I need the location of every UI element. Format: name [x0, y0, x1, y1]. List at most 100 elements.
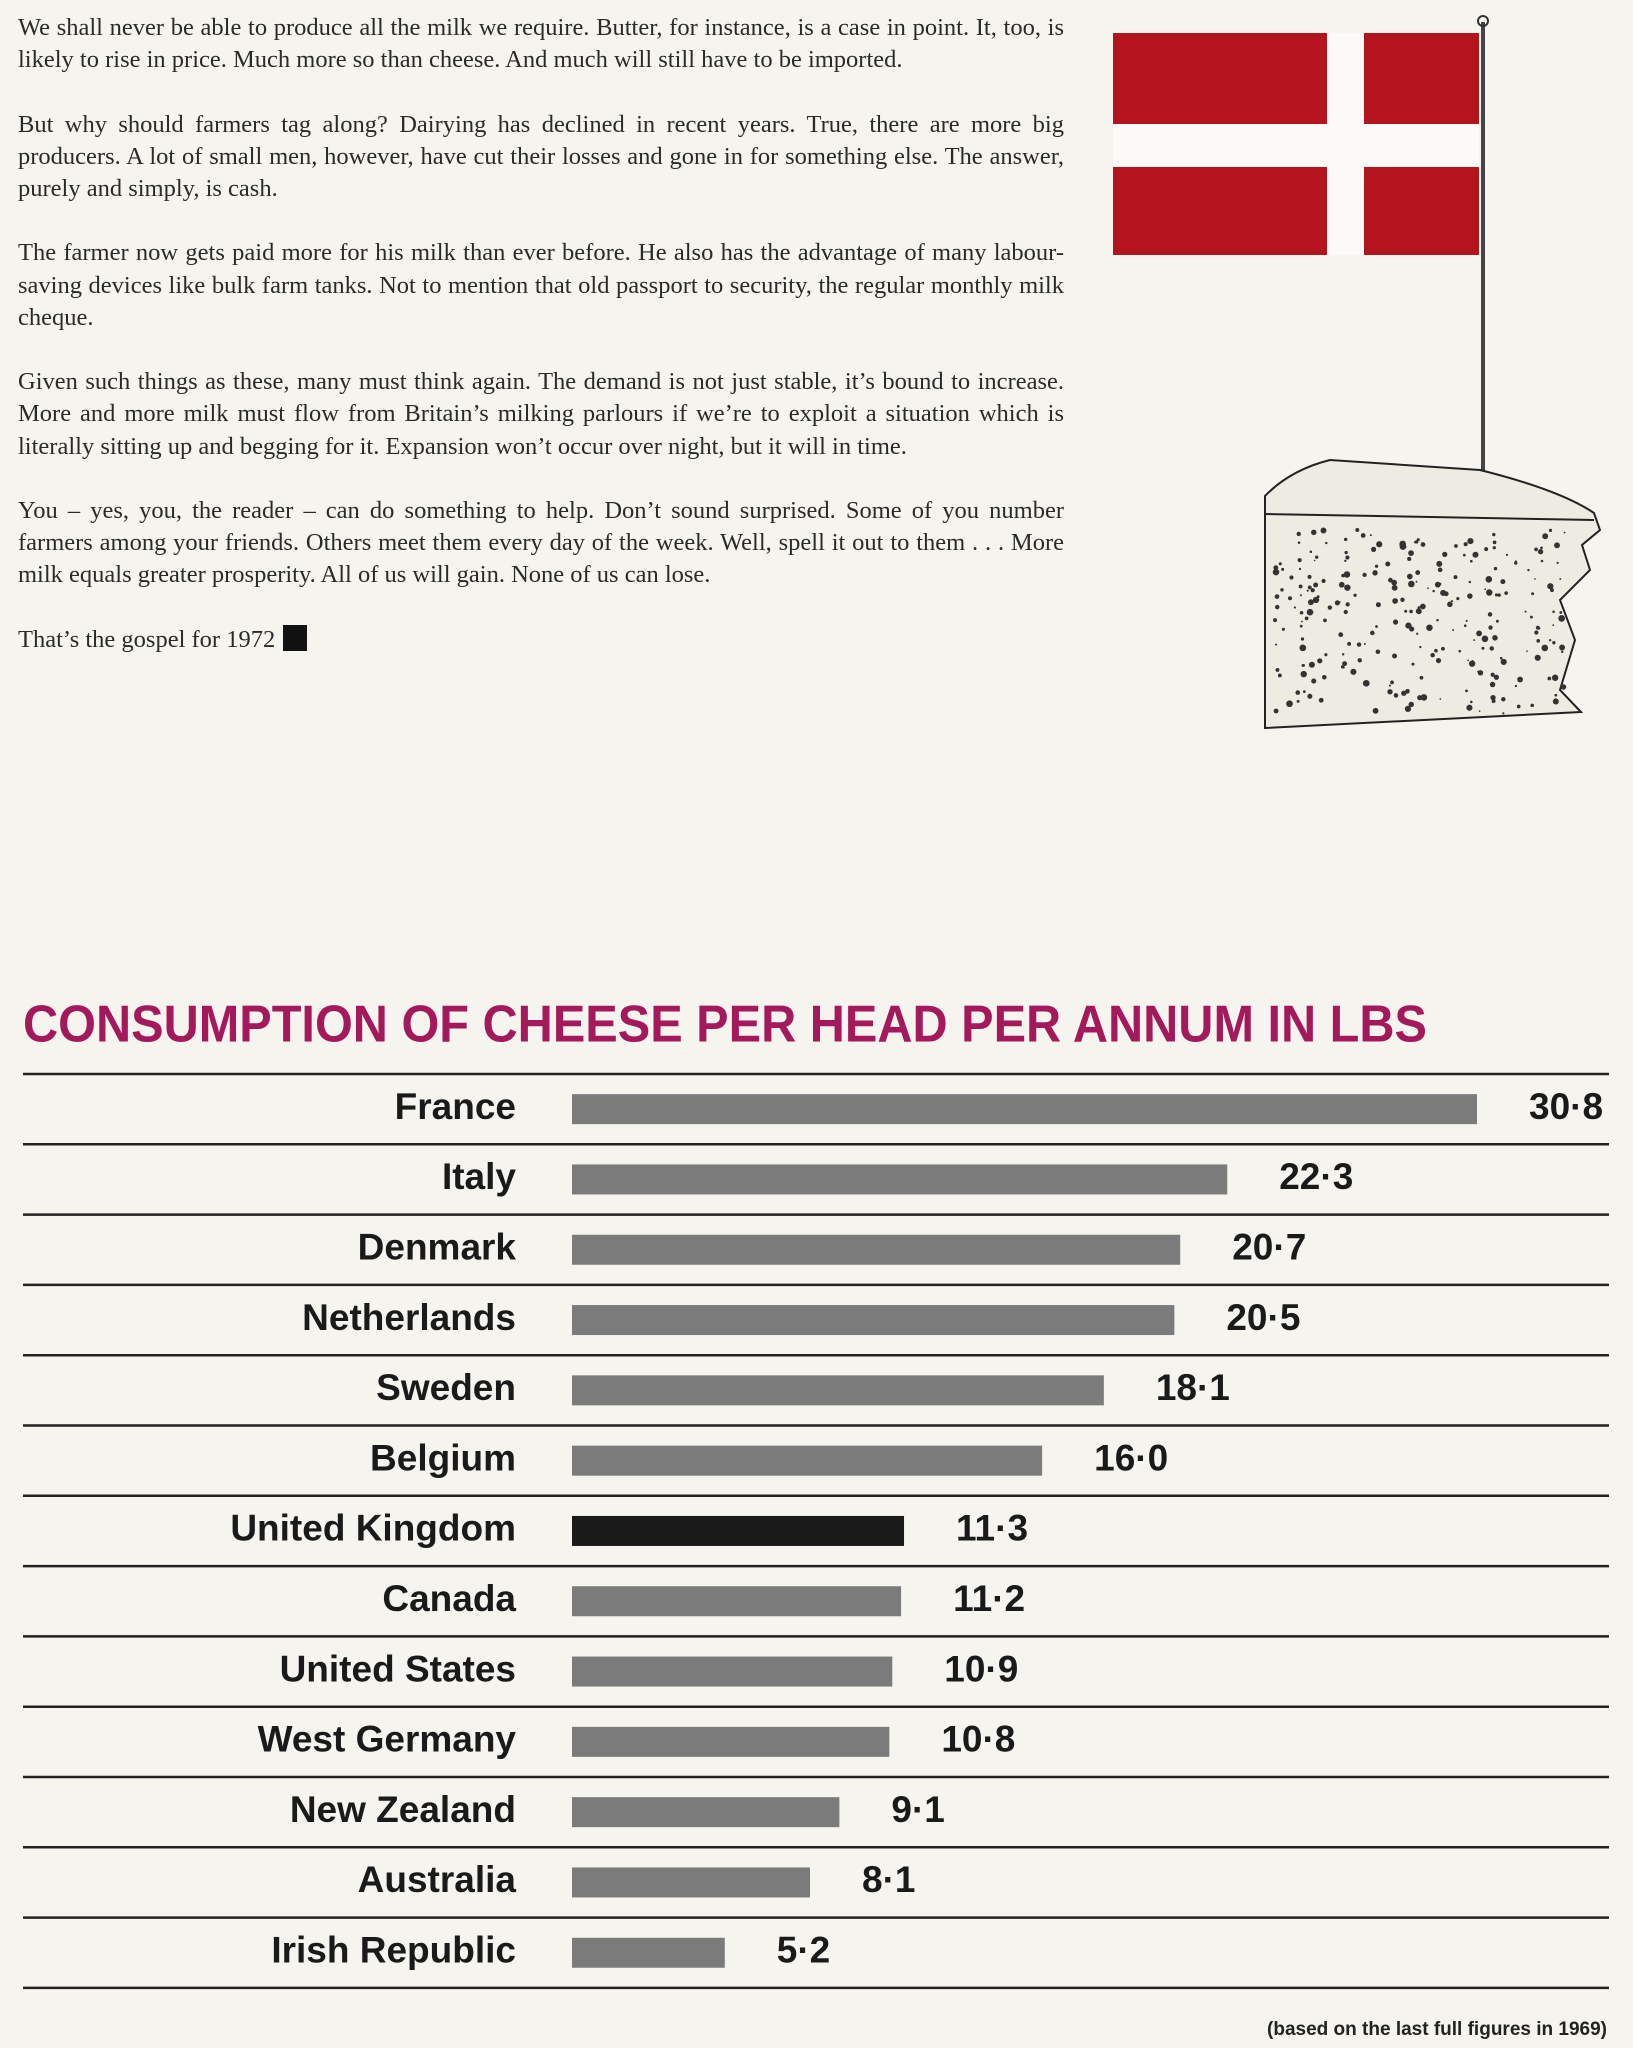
cheese-dot	[1552, 698, 1559, 705]
cheese-dot	[1552, 624, 1555, 627]
bar	[572, 1586, 902, 1617]
category-label: Denmark	[358, 1227, 517, 1268]
cheese-dot	[1473, 639, 1476, 641]
cheese-dot	[1531, 592, 1535, 596]
value-label: 11·2	[953, 1578, 1025, 1619]
bar	[572, 1867, 811, 1898]
cheese-dot	[1492, 532, 1496, 537]
cheese-dot	[1375, 602, 1381, 608]
cheese-dot	[1372, 707, 1379, 714]
cheese-dot	[1392, 598, 1398, 604]
cheese-dot	[1554, 693, 1558, 697]
category-label: West Germany	[258, 1719, 517, 1760]
cheese-dot	[1287, 596, 1293, 601]
cheese-dot	[1296, 531, 1301, 537]
cheese-dot	[1323, 618, 1327, 623]
bar	[572, 1094, 1477, 1125]
cheese-dot	[1281, 567, 1285, 571]
cheese-dot	[1465, 619, 1468, 622]
cheese-dot	[1436, 560, 1443, 567]
cheese-dot	[1409, 609, 1413, 614]
cheese-dot	[1406, 573, 1413, 580]
paragraph: The farmer now gets paid more for his mi…	[18, 237, 1064, 334]
cheese-dot	[1293, 606, 1296, 609]
value-label: 18·1	[1156, 1367, 1230, 1408]
cheese-dot	[1504, 591, 1508, 595]
cheese-dot	[1390, 680, 1394, 685]
category-label: United Kingdom	[230, 1508, 516, 1549]
cheese-dot	[1492, 540, 1497, 545]
cheese-dot	[1547, 583, 1554, 590]
cheese-dot	[1500, 579, 1506, 585]
cheese-dot	[1322, 674, 1327, 680]
cheese-dot	[1306, 589, 1309, 592]
bar	[572, 1234, 1181, 1265]
cheese-dot	[1385, 561, 1391, 567]
cheese-dot	[1375, 625, 1378, 628]
cheese-dot	[1438, 582, 1442, 586]
category-label: Sweden	[376, 1367, 516, 1408]
cheese-dot	[1552, 641, 1556, 645]
paragraph-text: You – yes, you, the reader – can do some…	[18, 496, 1064, 589]
cheese-dot	[1540, 546, 1543, 550]
cheese-dot	[1318, 697, 1324, 703]
cheese-dot	[1356, 642, 1362, 647]
cheese-dot	[1273, 565, 1279, 571]
cheese-dot	[1472, 551, 1479, 558]
value-label: 11·3	[956, 1508, 1028, 1549]
cheese-dot	[1486, 589, 1493, 596]
cheese-dot	[1495, 619, 1499, 623]
cheese-dot	[1387, 689, 1393, 695]
cheese-dot	[1388, 577, 1393, 583]
cheese-dot	[1302, 690, 1306, 694]
category-label: Irish Republic	[271, 1930, 516, 1971]
footnote: (based on the last full figures in 1969)	[1267, 2019, 1607, 2040]
cheese-dot	[1485, 576, 1493, 583]
cheese-dot	[1499, 656, 1503, 660]
cheese-dot	[1416, 632, 1419, 635]
cheese-dot	[1298, 584, 1303, 589]
cheese-dot	[1307, 574, 1312, 579]
cheese-dot	[1350, 668, 1357, 675]
value-label: 20·7	[1232, 1227, 1306, 1268]
cheese-dot	[1470, 700, 1473, 704]
cheese-dot	[1458, 649, 1462, 653]
cheese-dot	[1502, 712, 1505, 715]
cheese-dot	[1559, 611, 1563, 614]
cheese-dot	[1415, 570, 1421, 575]
cheese-dot	[1493, 566, 1498, 571]
value-label: 8·1	[862, 1859, 915, 1900]
cheese-dot	[1440, 589, 1447, 596]
cheese-dot	[1484, 547, 1489, 552]
cheese-dot	[1370, 546, 1377, 552]
value-label: 22·3	[1279, 1156, 1353, 1197]
cheese-dot	[1391, 584, 1398, 591]
value-label: 30·8	[1529, 1086, 1603, 1127]
cheese-dot	[1467, 537, 1474, 545]
cheese-dot	[1529, 615, 1533, 619]
cheese-dot	[1407, 556, 1412, 562]
cheese-dot	[1321, 578, 1326, 584]
category-label: Australia	[358, 1859, 517, 1900]
value-label: 10·9	[944, 1648, 1018, 1689]
cheese-dot	[1404, 705, 1412, 713]
cheese-dot	[1275, 643, 1278, 646]
cheese-dot	[1324, 653, 1328, 657]
cheese-dot	[1468, 580, 1472, 584]
chart-title: CONSUMPTION OF CHEESE PER HEAD PER ANNUM…	[23, 996, 1427, 1054]
pole-top	[1477, 15, 1489, 27]
cheese-dot	[1560, 684, 1567, 690]
category-label: New Zealand	[290, 1789, 516, 1830]
bar	[572, 1164, 1228, 1195]
cheese-dot	[1435, 657, 1442, 664]
cheese-dot	[1552, 610, 1555, 614]
cheese-dot	[1411, 662, 1415, 666]
cheese-dot	[1311, 678, 1317, 684]
end-mark	[283, 624, 308, 651]
cheese-dot	[1467, 659, 1469, 662]
category-label: Belgium	[370, 1437, 516, 1478]
cheese-dot	[1497, 593, 1501, 597]
cheese-dot	[1468, 660, 1476, 667]
category-label: Netherlands	[302, 1297, 516, 1338]
cheese-dot	[1348, 643, 1351, 646]
